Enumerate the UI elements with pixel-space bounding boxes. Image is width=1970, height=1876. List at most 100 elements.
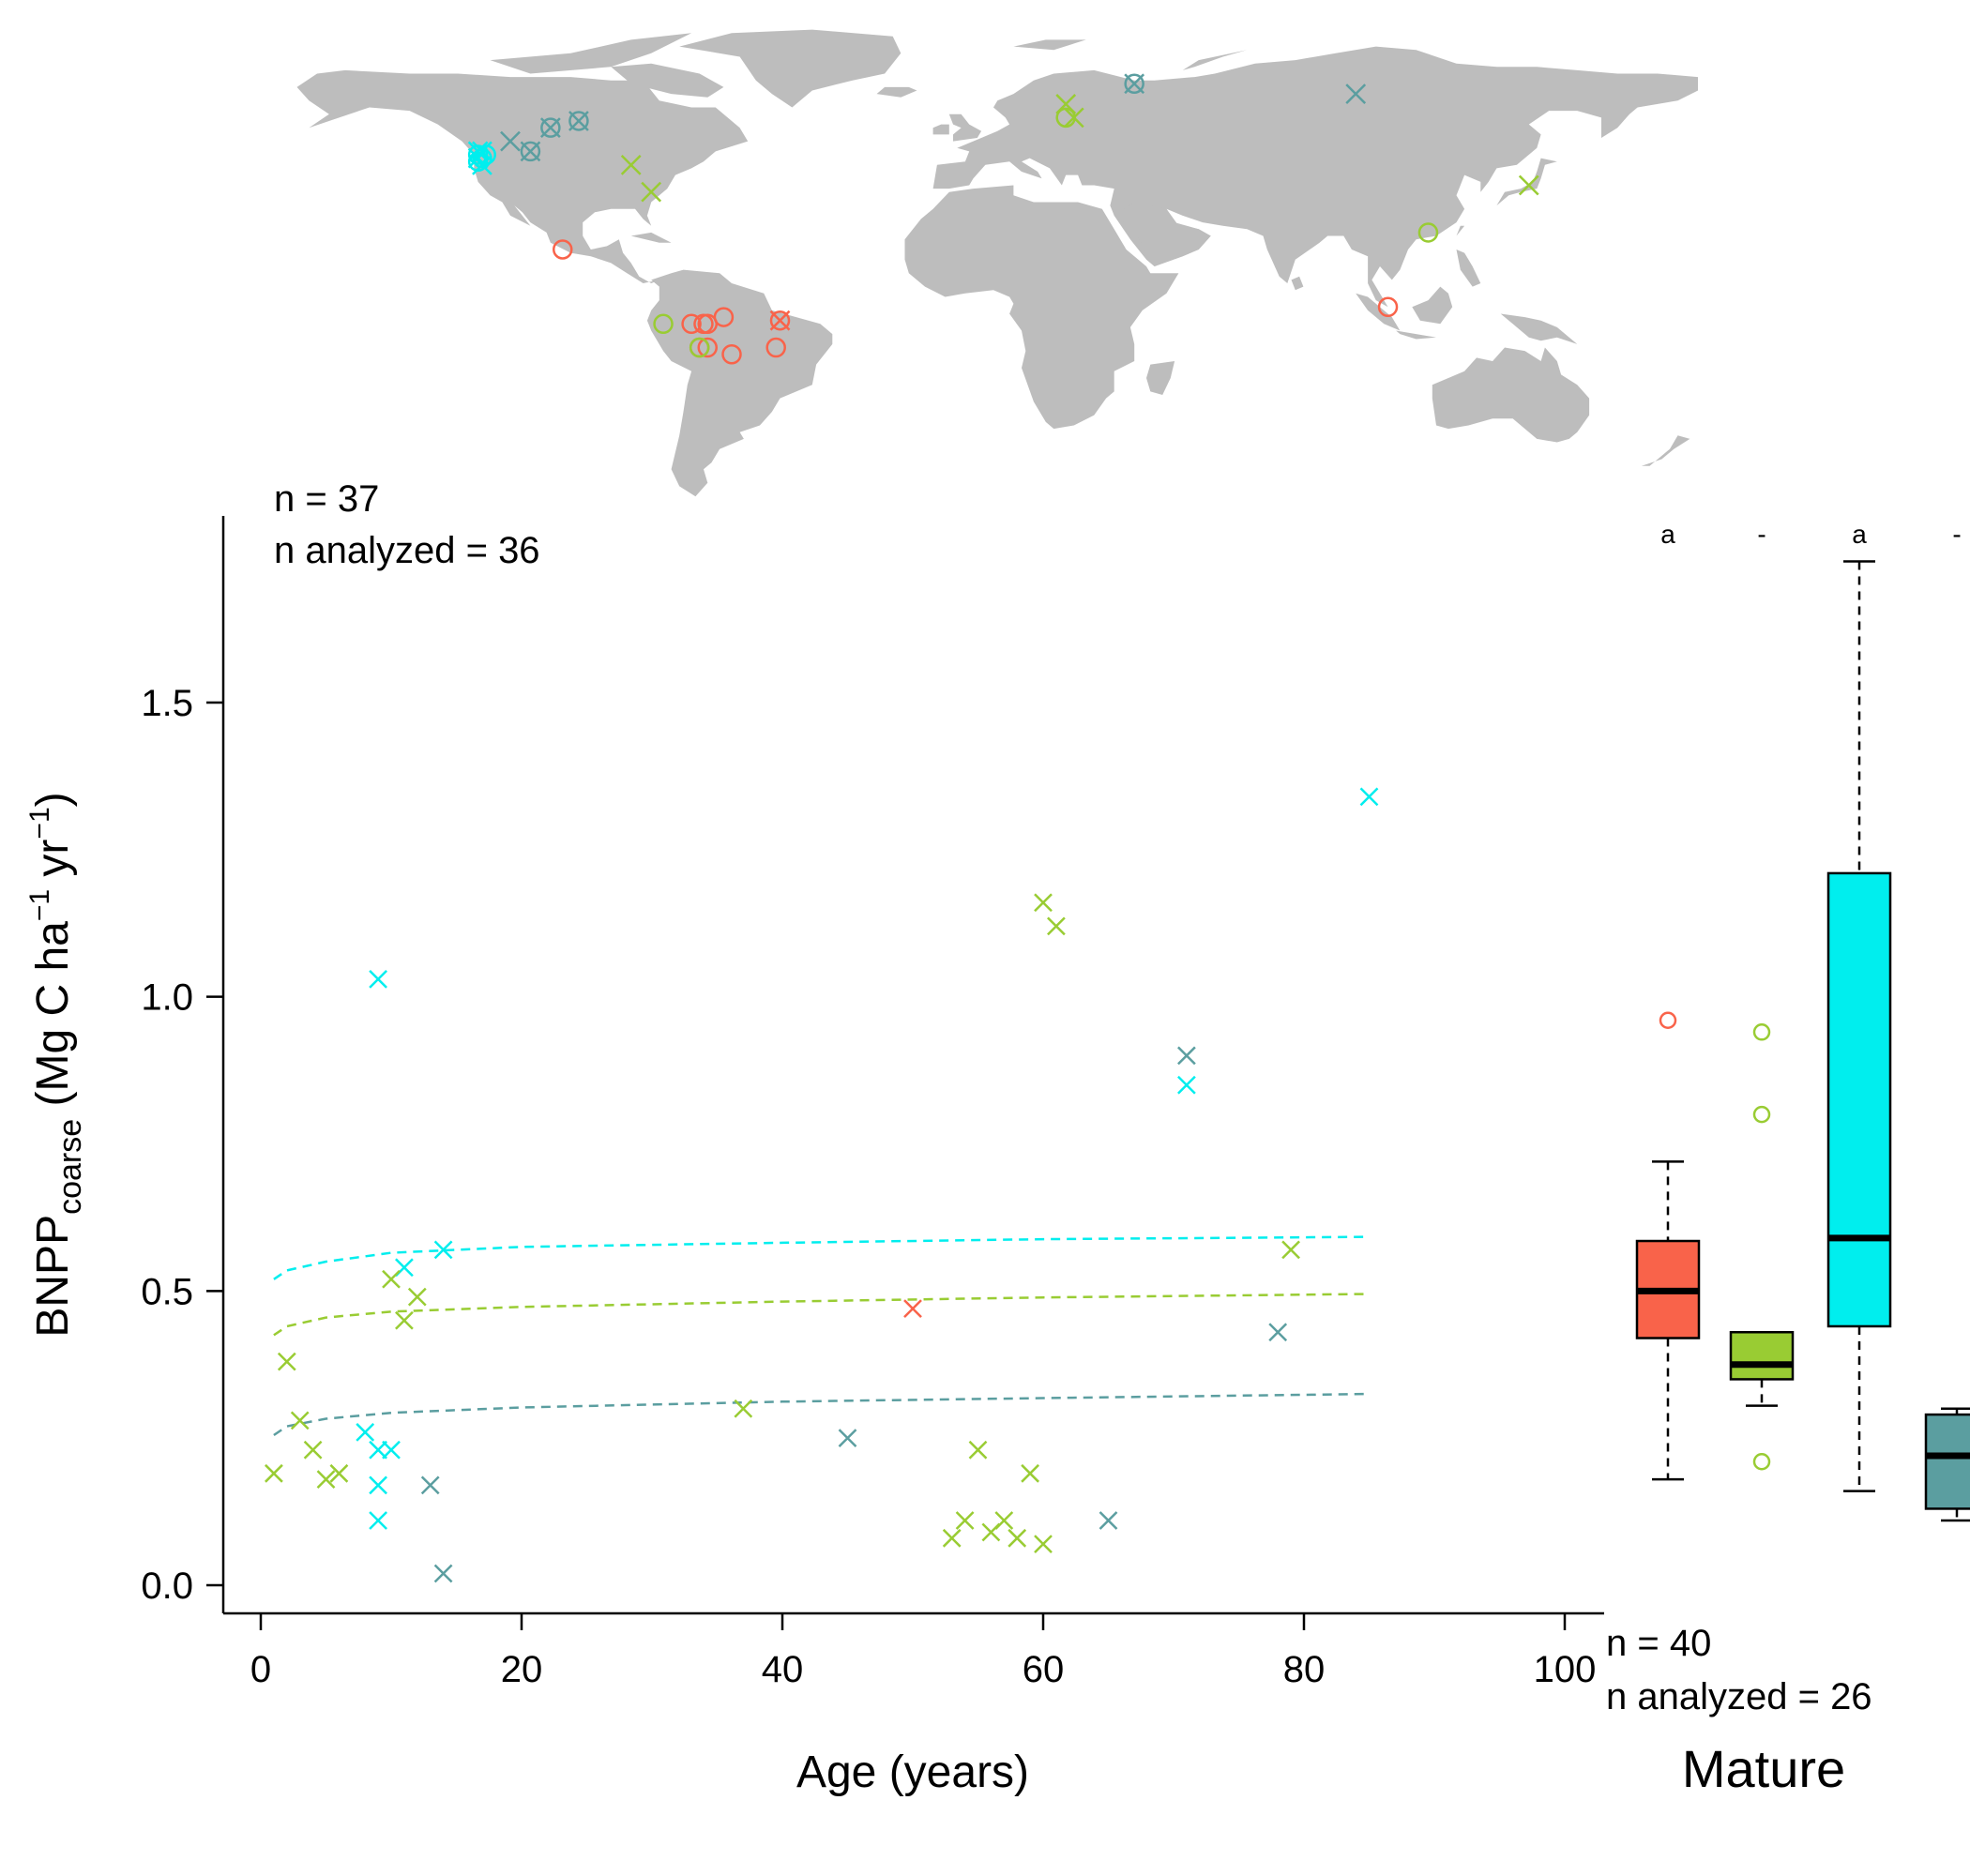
x-tick-label: 100: [1534, 1649, 1597, 1690]
map-site-circle: [1377, 296, 1399, 318]
map-site-cross: [1124, 73, 1145, 95]
point-temperate_conifer: [369, 1440, 387, 1460]
point-temperate_broadleaf: [382, 1269, 401, 1289]
point-boreal: [420, 1475, 440, 1495]
land-arctic-islands: [490, 33, 692, 74]
n-label-left: n = 37: [274, 478, 379, 520]
point-temperate_conifer: [382, 1440, 401, 1460]
mature-box-panel: a - a - n = 40 n analyzed = 26 Mature: [1606, 520, 1970, 1798]
point-boreal: [838, 1429, 857, 1448]
land-africa: [904, 185, 1179, 430]
y-axis-label: BNPPcoarse (Mg C ha−1 yr−1): [24, 792, 88, 1337]
map-site-circle: [1124, 73, 1144, 95]
point-temperate_broadleaf: [277, 1352, 296, 1371]
point-temperate_broadleaf: [329, 1463, 349, 1483]
n-analyzed-label-left: n analyzed = 36: [274, 530, 540, 571]
land-philippines: [1456, 250, 1481, 287]
point-temperate_broadleaf: [994, 1511, 1014, 1530]
land-great-britain: [948, 113, 982, 142]
box-body: [1729, 1330, 1795, 1381]
map-site-circle: [1417, 222, 1439, 243]
map-site-cross: [500, 130, 521, 152]
point-temperate_broadleaf: [942, 1528, 962, 1548]
point-temperate_broadleaf: [734, 1399, 753, 1418]
point-temperate_broadleaf: [968, 1440, 988, 1460]
land-novaya-zemlya: [1182, 50, 1248, 70]
point-temperate_conifer: [369, 969, 387, 989]
box-temperate_broadleaf: -: [1729, 520, 1795, 1471]
map-site-cross: [769, 310, 791, 331]
point-temperate_broadleaf: [1021, 1463, 1039, 1483]
point-temperate_broadleaf: [265, 1463, 283, 1483]
box-tropical: a: [1635, 520, 1701, 1481]
point-boreal: [1177, 1046, 1196, 1066]
map-site-circle: [765, 337, 786, 358]
point-temperate_conifer: [1359, 787, 1379, 807]
outlier-point: [1752, 1453, 1771, 1471]
significance-letter: a: [1660, 520, 1675, 549]
map-site-cross: [641, 181, 662, 203]
data-points: [265, 787, 1379, 1583]
land-baffin-island: [611, 63, 724, 98]
fit-lines: [273, 1235, 1370, 1437]
point-temperate_broadleaf: [303, 1440, 323, 1460]
point-temperate_broadleaf: [1281, 1240, 1300, 1260]
y-label-sub: coarse: [53, 1119, 88, 1215]
y-label-yr: yr: [28, 840, 78, 889]
map-site-circle: [769, 310, 791, 331]
land-masses: [296, 29, 1698, 497]
map-site-cross: [520, 141, 541, 162]
box-boreal: -: [1924, 520, 1970, 1522]
x-tick-label: 0: [250, 1649, 271, 1690]
x-tick-label: 60: [1023, 1649, 1065, 1690]
mature-label: Mature: [1682, 1739, 1845, 1798]
map-site-circle: [697, 337, 718, 358]
outlier-point: [1752, 1105, 1771, 1124]
map-site-circle: [681, 313, 702, 335]
x-axis-label: Age (years): [796, 1747, 1029, 1797]
x-tick-label: 80: [1283, 1649, 1326, 1690]
land-borneo: [1412, 286, 1453, 325]
land-cuba: [630, 232, 672, 243]
point-temperate_conifer: [369, 1511, 387, 1530]
land-south-america: [646, 269, 833, 497]
point-boreal: [433, 1564, 453, 1583]
map-site-cross: [1345, 83, 1367, 104]
y-label-main: BNPP: [28, 1215, 78, 1338]
land-iceland: [876, 86, 917, 98]
y-label-rest: (Mg C ha: [28, 921, 78, 1119]
significance-letter: -: [1952, 520, 1961, 549]
n-label-right: n = 40: [1606, 1623, 1711, 1664]
map-site-cross: [472, 141, 492, 162]
land-new-guinea: [1500, 313, 1578, 344]
fit-line-temperate_conifer: [273, 1235, 1370, 1280]
map-site-circle: [689, 337, 710, 358]
x-tick-label: 40: [762, 1649, 804, 1690]
map-site-cross: [539, 117, 561, 139]
land-madagascar: [1146, 361, 1175, 395]
y-tick-label: 1.5: [141, 683, 193, 724]
y-ticks: 0.0 0.5 1.0 1.5: [141, 683, 223, 1607]
map-site-cross: [1063, 107, 1084, 129]
point-temperate_conifer: [356, 1423, 375, 1442]
land-sri-lanka: [1291, 276, 1304, 291]
world-map: [296, 29, 1698, 497]
point-temperate_broadleaf: [1008, 1528, 1027, 1548]
point-temperate_conifer: [433, 1240, 453, 1260]
map-site-cross: [568, 111, 589, 131]
outlier-point: [1752, 1023, 1771, 1041]
map-site-circle: [721, 343, 742, 365]
point-temperate_broadleaf: [407, 1287, 427, 1307]
map-site-circle: [540, 117, 561, 138]
map-site-cross: [620, 154, 642, 175]
point-boreal: [1268, 1323, 1288, 1342]
point-temperate_broadleaf: [1047, 916, 1066, 936]
fit-line-boreal: [273, 1392, 1370, 1437]
point-temperate_broadleaf: [316, 1470, 336, 1489]
land-java: [1396, 330, 1436, 340]
box-temperate_conifer: a: [1826, 520, 1892, 1492]
y-label-close: ): [28, 792, 78, 807]
point-temperate_broadleaf: [1034, 1535, 1053, 1553]
x-tick-label: 20: [501, 1649, 543, 1690]
